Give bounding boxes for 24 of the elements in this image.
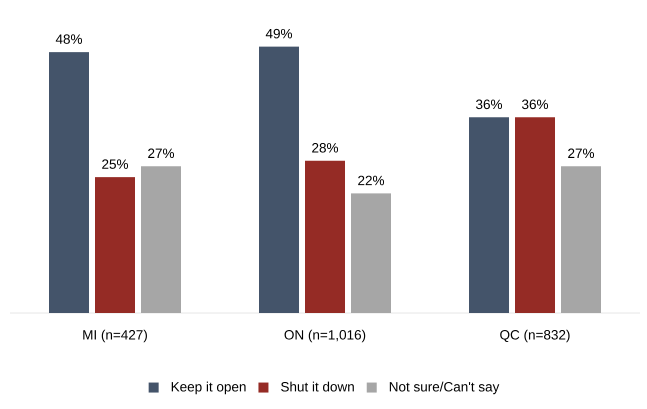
data-label: 22%	[358, 176, 384, 186]
x-tick-label: MI (n=427)	[83, 330, 147, 342]
bar	[141, 166, 181, 313]
bar	[259, 46, 300, 313]
bar	[95, 177, 135, 313]
data-label: 48%	[56, 34, 82, 44]
bar	[515, 117, 556, 313]
bar	[49, 52, 89, 313]
data-label: 27%	[148, 148, 174, 158]
data-label: 27%	[568, 148, 594, 158]
bar	[469, 117, 510, 313]
x-tick-label: ON (n=1,016)	[284, 330, 366, 342]
data-label: 49%	[266, 28, 292, 38]
legend-label: Not sure/Can't say	[390, 382, 500, 394]
data-label: 25%	[102, 159, 128, 169]
data-label: 36%	[476, 100, 502, 110]
bar	[305, 160, 346, 313]
data-label: 36%	[522, 100, 548, 110]
data-label: 28%	[312, 143, 338, 153]
bar	[351, 193, 392, 313]
legend-label: Shut it down	[281, 382, 354, 392]
legend-label: Keep it open	[172, 382, 246, 394]
bar	[561, 166, 602, 313]
x-tick-label: QC (n=832)	[500, 330, 570, 342]
